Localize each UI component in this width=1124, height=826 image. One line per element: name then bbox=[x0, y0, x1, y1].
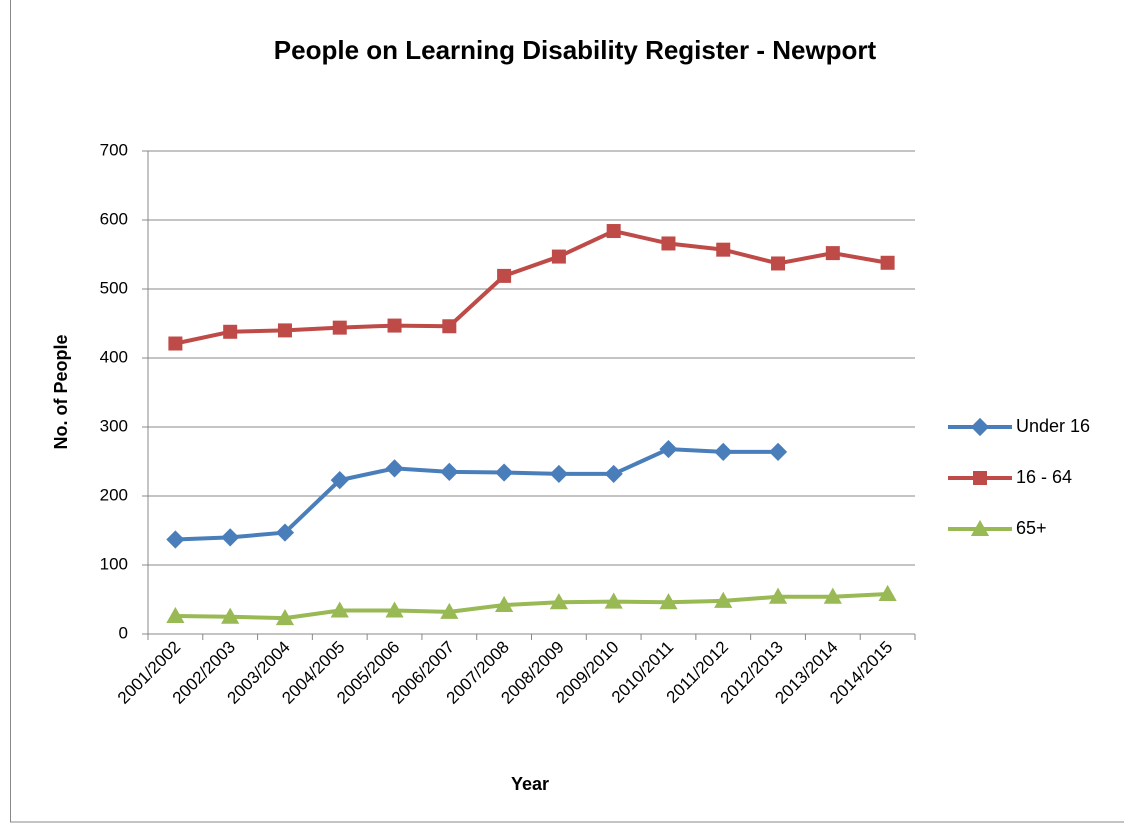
data-point bbox=[385, 459, 404, 478]
data-point bbox=[768, 587, 788, 604]
data-point bbox=[659, 439, 678, 459]
y-tick-label: 0 bbox=[119, 623, 128, 642]
data-point bbox=[878, 584, 897, 601]
y-tick-label: 500 bbox=[100, 278, 128, 297]
data-point bbox=[714, 442, 733, 461]
legend-label: Under 16 bbox=[1016, 416, 1090, 436]
data-point bbox=[330, 601, 349, 618]
data-point bbox=[549, 464, 568, 484]
y-tick-label: 600 bbox=[100, 209, 128, 228]
data-point bbox=[275, 609, 295, 626]
legend-label: 65+ bbox=[1016, 518, 1047, 538]
legend-marker bbox=[970, 417, 990, 437]
chart-border bbox=[10, 0, 1124, 823]
data-point bbox=[221, 528, 240, 547]
data-point bbox=[549, 593, 568, 610]
data-point bbox=[606, 224, 621, 239]
data-point bbox=[223, 324, 238, 339]
data-point bbox=[166, 606, 185, 624]
y-tick-label: 400 bbox=[100, 347, 128, 366]
y-tick-label: 200 bbox=[100, 485, 128, 504]
legend-label: 16 - 64 bbox=[1016, 467, 1072, 487]
data-point bbox=[771, 256, 786, 271]
data-point bbox=[221, 607, 240, 624]
data-point bbox=[604, 464, 623, 484]
series-line bbox=[174, 229, 888, 346]
data-point bbox=[716, 242, 731, 257]
data-point bbox=[880, 255, 895, 270]
data-point bbox=[385, 601, 404, 618]
data-point bbox=[440, 602, 459, 619]
data-point bbox=[768, 442, 788, 461]
data-point bbox=[825, 246, 840, 261]
x-axis-label: Year bbox=[511, 774, 549, 794]
y-tick-label: 100 bbox=[100, 554, 128, 573]
data-point bbox=[659, 593, 678, 610]
data-point bbox=[495, 463, 514, 482]
data-point bbox=[551, 249, 566, 264]
data-point bbox=[387, 318, 402, 333]
series-line bbox=[175, 591, 888, 621]
series-line bbox=[175, 447, 779, 542]
data-point bbox=[440, 462, 459, 481]
y-axis-label: No. of People bbox=[51, 334, 71, 449]
data-point bbox=[330, 471, 349, 490]
y-tick-label: 300 bbox=[100, 416, 128, 435]
data-point bbox=[166, 530, 185, 549]
data-point bbox=[823, 587, 842, 604]
legend-marker bbox=[973, 471, 987, 485]
y-tick-label: 700 bbox=[100, 140, 128, 159]
data-point bbox=[495, 595, 514, 613]
data-point bbox=[714, 591, 733, 608]
data-point bbox=[442, 319, 457, 334]
data-point bbox=[661, 236, 676, 251]
data-point bbox=[168, 336, 183, 351]
legend-marker bbox=[970, 519, 990, 536]
data-point bbox=[497, 268, 512, 283]
data-point bbox=[604, 592, 623, 609]
data-point bbox=[277, 323, 292, 338]
data-point bbox=[332, 320, 347, 335]
data-point bbox=[275, 523, 295, 542]
chart-title: People on Learning Disability Register -… bbox=[274, 35, 877, 65]
